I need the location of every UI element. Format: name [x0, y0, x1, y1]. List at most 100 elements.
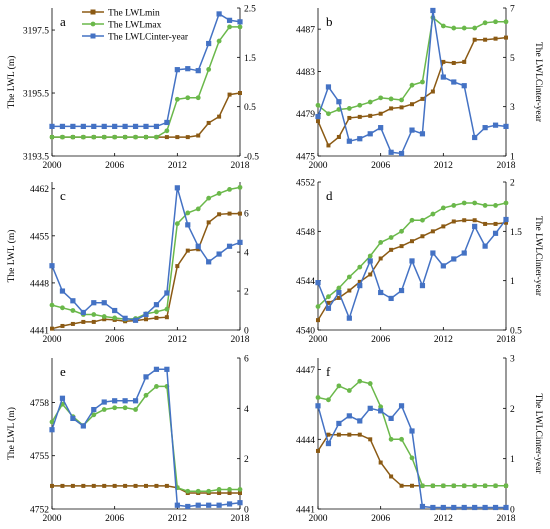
data-point-inter [143, 311, 149, 318]
data-point-inter [164, 290, 170, 296]
data-point-inter [315, 113, 321, 120]
data-point-inter [153, 302, 160, 308]
data-point-inter [388, 415, 394, 421]
data-point-inter [378, 408, 384, 414]
panel-b: 2000 2006 2012 2018 4475 4479 4483 4487 1 3 5 7 The … [296, 5, 543, 172]
data-point-max [367, 381, 373, 386]
panel-label: c [60, 188, 66, 203]
data-point-min [102, 483, 107, 488]
data-point-inter [112, 398, 118, 404]
data-point-min [430, 229, 435, 234]
data-point-max [206, 67, 212, 72]
data-point-inter [409, 127, 415, 133]
data-point-max [133, 407, 138, 412]
data-point-max [451, 25, 457, 31]
y-tick-label: 4548 [296, 228, 315, 238]
data-point-max [378, 404, 384, 410]
data-point-min [175, 264, 180, 269]
data-point-min [441, 224, 446, 229]
data-point-min [410, 102, 414, 107]
data-point-min [483, 221, 488, 226]
x-tick-label: 2012 [168, 161, 187, 171]
data-point-inter [143, 123, 149, 129]
series-line-1 [317, 16, 506, 115]
data-point-max [346, 274, 352, 280]
data-point-inter [346, 138, 352, 144]
data-point-inter [482, 504, 488, 511]
data-point-min [154, 315, 159, 320]
series-line-0 [52, 92, 241, 138]
data-point-min [441, 59, 446, 64]
data-point-min [347, 288, 352, 293]
data-point-min [144, 483, 148, 488]
data-point-inter [378, 289, 384, 296]
data-point-max [122, 134, 128, 140]
y-axis-title: The LWL (m) [6, 230, 17, 283]
data-point-min [378, 460, 383, 465]
data-point-inter [91, 123, 97, 129]
data-point-min [347, 115, 352, 120]
y-tick-label: 4462 [30, 185, 49, 195]
data-point-inter [206, 259, 212, 265]
series-line-2 [52, 12, 241, 128]
data-point-max [206, 195, 212, 201]
data-point-max [112, 134, 118, 140]
data-point-min [451, 219, 456, 224]
data-point-inter [367, 131, 373, 137]
data-point-min [112, 483, 117, 488]
data-point-min [133, 483, 138, 488]
data-point-inter [70, 415, 76, 421]
data-point-inter [226, 243, 233, 249]
data-point-max [503, 200, 509, 206]
data-point-inter [132, 123, 139, 129]
data-point-max [357, 264, 363, 270]
data-point-max [49, 419, 55, 425]
data-point-max [216, 487, 222, 492]
data-point-min [357, 114, 362, 119]
data-point-max [237, 24, 243, 30]
data-point-min [91, 319, 96, 324]
data-point-inter [315, 280, 321, 286]
data-point-inter [398, 403, 405, 409]
y-tick-label: 3195.5 [23, 90, 49, 100]
data-point-inter [398, 150, 405, 157]
data-point-inter [91, 300, 97, 306]
data-point-min [217, 491, 222, 496]
x-tick-label: 2018 [497, 514, 516, 524]
x-tick-label: 2018 [497, 161, 516, 171]
y2-tick-label: 0 [510, 506, 515, 516]
legend-label: The LWLmax [108, 21, 162, 31]
data-point-inter [80, 123, 86, 129]
y-tick-label: 4441 [296, 506, 315, 516]
data-point-inter [503, 123, 509, 129]
data-point-max [482, 483, 488, 489]
y2-axis-title: The LWLCinter-year [533, 216, 543, 297]
legend-label: The LWLmin [108, 9, 160, 19]
data-point-max [472, 25, 478, 31]
x-tick-label: 2012 [434, 514, 453, 524]
data-point-inter [216, 11, 222, 17]
data-point-min [238, 91, 242, 96]
x-tick-label: 2006 [371, 161, 390, 171]
y2-tick-label: 2 [244, 455, 249, 465]
data-point-inter [472, 223, 478, 229]
data-point-inter [419, 503, 426, 510]
data-point-inter [237, 19, 243, 25]
data-point-max [336, 285, 342, 291]
x-tick-label: 2018 [231, 335, 250, 345]
legend: The LWLmin The LWLmax The LWLCinter-year [82, 9, 189, 43]
data-point-max [70, 134, 76, 140]
data-point-inter [112, 307, 118, 314]
data-point-inter [325, 84, 332, 90]
data-point-inter [325, 305, 332, 311]
data-point-min [420, 234, 425, 239]
data-point-min [430, 89, 435, 94]
data-point-max [326, 294, 331, 300]
data-point-min [185, 248, 190, 253]
data-point-min [316, 448, 320, 453]
data-point-max [409, 455, 415, 461]
data-point-inter [185, 66, 191, 72]
x-tick-label: 2012 [434, 335, 453, 345]
data-point-inter [492, 504, 499, 511]
data-point-max [388, 436, 394, 442]
